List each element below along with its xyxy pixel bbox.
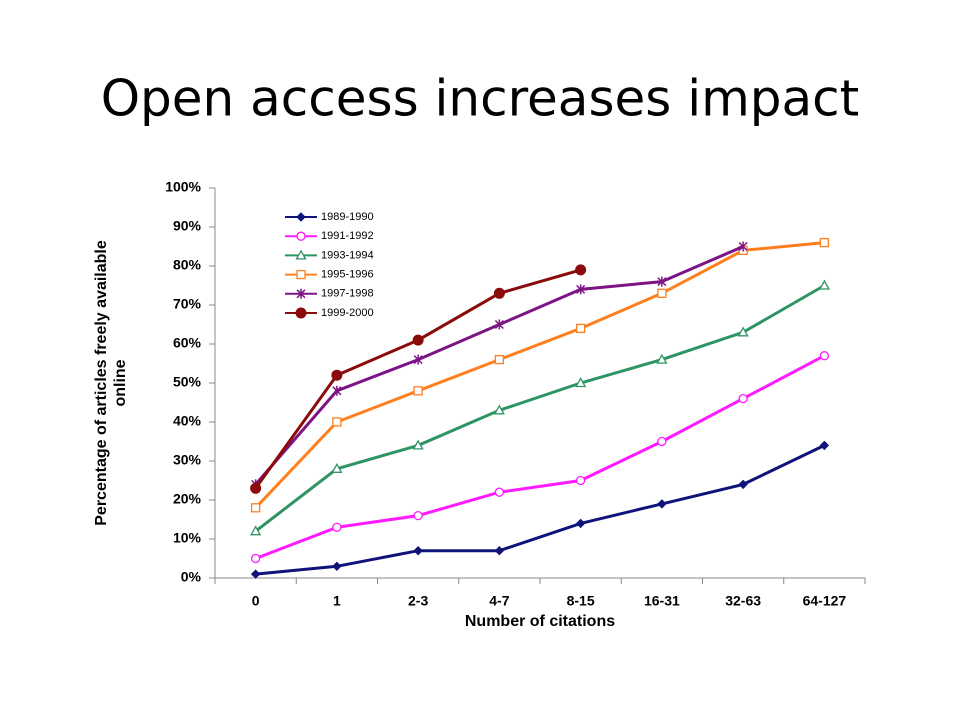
data-point [575, 475, 586, 486]
x-tick-label: 4-7 [489, 593, 509, 609]
x-tick-label: 8-15 [567, 593, 595, 609]
x-tick-label: 1 [333, 593, 341, 609]
x-tick-label: 2-3 [408, 593, 428, 609]
y-tick-label: 100% [165, 179, 201, 195]
data-point [332, 385, 342, 396]
data-point [332, 417, 342, 427]
data-point [657, 499, 667, 509]
data-point [332, 522, 342, 532]
data-point [819, 440, 830, 451]
legend-marker [296, 212, 306, 222]
y-tick-label: 90% [173, 218, 202, 234]
data-point [493, 287, 505, 299]
data-point [576, 284, 586, 295]
data-point [738, 479, 748, 490]
series-line [254, 241, 825, 509]
x-axis-title: Number of citations [465, 613, 615, 630]
data-point [657, 288, 667, 298]
data-point [494, 354, 505, 365]
x-tick-label: 16-31 [644, 593, 680, 609]
legend-marker [296, 288, 306, 299]
x-tick-label: 0 [252, 593, 260, 609]
data-point [250, 525, 262, 536]
data-point [332, 561, 342, 572]
data-point [250, 569, 261, 579]
series-line [254, 284, 826, 533]
data-point [250, 553, 261, 564]
series-line [254, 245, 744, 486]
legend-label: 1995-1996 [321, 269, 374, 281]
y-axis-title-line: online [112, 359, 129, 406]
data-point [737, 326, 749, 337]
data-point [819, 351, 830, 361]
legend-marker [296, 231, 306, 241]
data-point [575, 323, 586, 334]
data-point [250, 503, 261, 513]
legend-label: 1989-1990 [321, 211, 374, 223]
data-point [575, 377, 587, 388]
legend-label: 1997-1998 [321, 288, 374, 300]
data-point [575, 518, 586, 529]
y-tick-label: 20% [173, 491, 202, 507]
data-point [494, 545, 505, 556]
data-point [413, 354, 423, 365]
data-point [819, 237, 830, 248]
data-point [657, 276, 667, 287]
legend-label: 1991-1992 [321, 230, 374, 242]
data-point [413, 510, 423, 521]
y-tick-label: 60% [173, 335, 202, 351]
legend-marker [295, 249, 307, 260]
data-point [575, 264, 587, 276]
y-tick-label: 40% [173, 413, 202, 429]
y-axis-title-line: Percentage of articles freely available [93, 240, 110, 526]
legend-marker [295, 307, 307, 319]
y-tick-label: 30% [173, 452, 202, 468]
y-tick-label: 10% [173, 530, 202, 546]
data-point [493, 404, 505, 415]
legend-label: 1993-1994 [321, 249, 374, 261]
data-point [494, 319, 504, 330]
data-point [494, 487, 505, 497]
data-point [413, 386, 423, 396]
x-tick-label: 64-127 [803, 593, 847, 609]
series-line [255, 444, 826, 576]
y-tick-label: 0% [181, 569, 202, 585]
y-tick-label: 70% [173, 296, 202, 312]
data-point [412, 439, 424, 450]
data-point [818, 279, 830, 290]
series-line [255, 354, 826, 560]
data-point [331, 462, 343, 473]
data-point [657, 436, 667, 447]
slide-title: Open access increases impact [101, 70, 860, 128]
data-point [412, 334, 424, 346]
x-tick-label: 32-63 [725, 593, 761, 609]
y-tick-label: 50% [173, 374, 202, 390]
data-point [656, 353, 668, 364]
y-tick-label: 80% [173, 257, 202, 273]
data-point [250, 482, 262, 494]
legend-marker [296, 269, 306, 280]
legend-label: 1999-2000 [321, 307, 374, 319]
data-point [738, 393, 748, 404]
data-point [331, 369, 343, 381]
y-axis-title: Percentage of articles freely available … [93, 240, 129, 526]
data-point [738, 241, 748, 252]
data-point [413, 545, 423, 556]
